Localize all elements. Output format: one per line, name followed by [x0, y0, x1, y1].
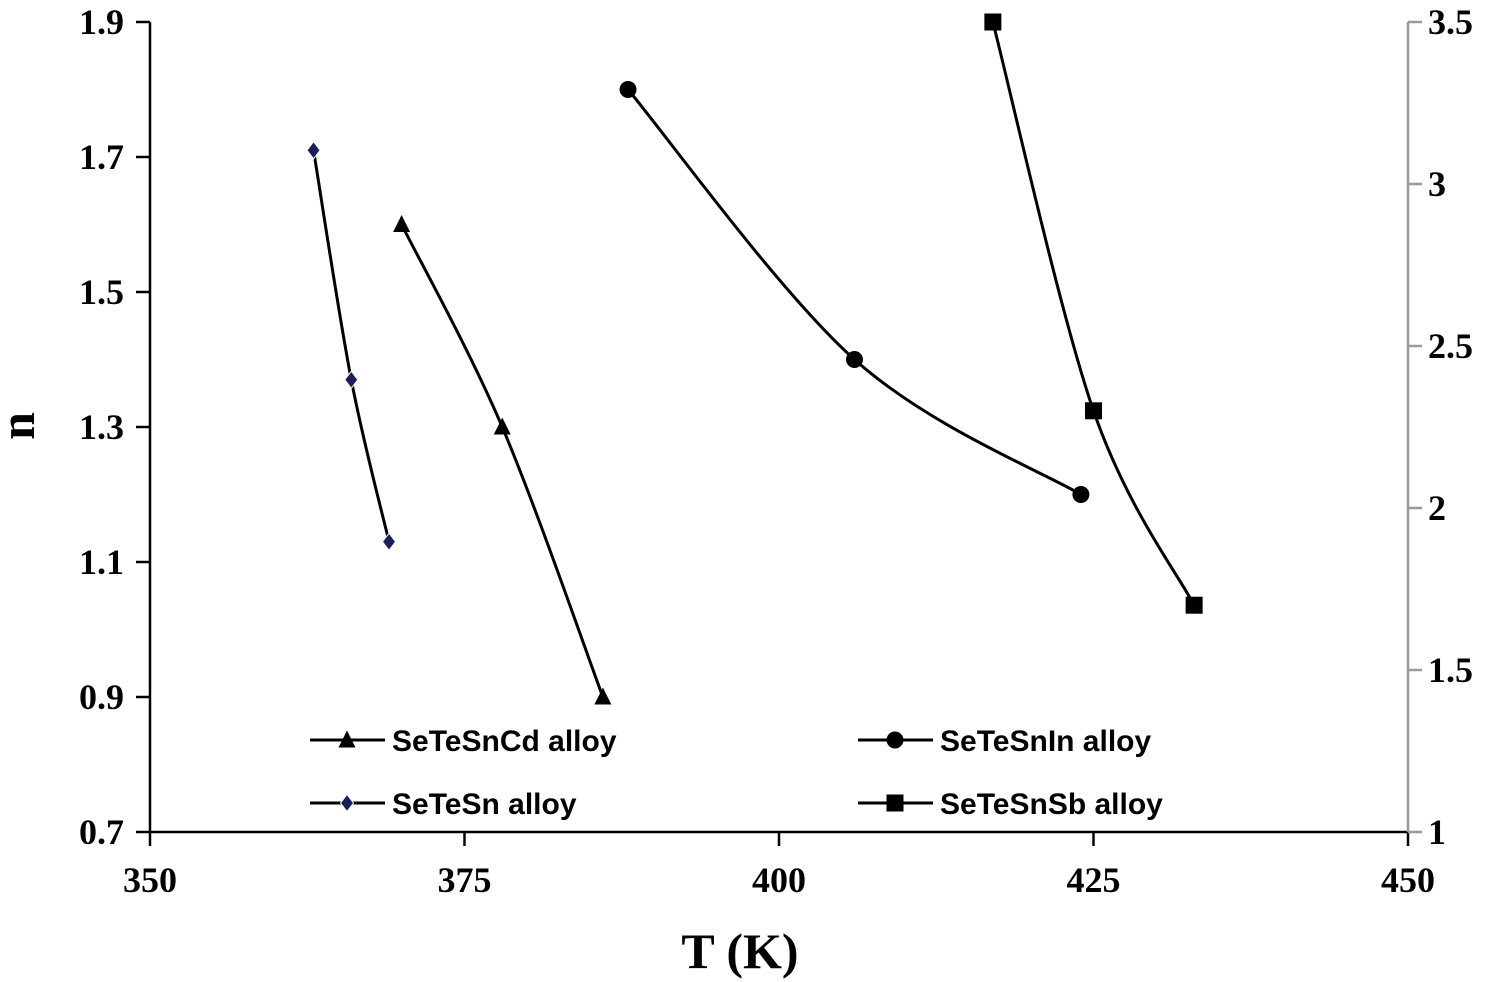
data-point-setesnin-alloy [845, 351, 863, 368]
y2-tick-label: 3.5 [1428, 2, 1473, 42]
y-tick-label: 1.5 [79, 272, 124, 312]
y-tick-label: 1.3 [79, 407, 124, 447]
x-tick-label: 375 [438, 860, 492, 900]
legend-label-setesn-alloy: SeTeSn alloy [392, 788, 577, 821]
x-tick-label: 350 [123, 860, 177, 900]
legend-marker-setesnin-alloy [886, 731, 904, 749]
legend-label-setesnsb-alloy: SeTeSnSb alloy [940, 788, 1163, 821]
x-axis-title: T (K) [681, 923, 798, 979]
legend-label-setesnin-alloy: SeTeSnIn alloy [940, 725, 1151, 758]
y-tick-label: 1.7 [79, 137, 124, 177]
y2-tick-label: 3 [1428, 164, 1446, 204]
y-tick-label: 0.7 [79, 812, 124, 852]
series-line-setesn-alloy [312, 150, 391, 543]
series-setesnsb-alloy [984, 13, 1203, 614]
y-tick-label: 0.9 [79, 677, 124, 717]
data-point-setesncd-alloy [594, 687, 612, 705]
data-point-setesncd-alloy [493, 417, 511, 435]
data-point-setesncd-alloy [393, 215, 411, 232]
series-line-setesnsb-alloy [991, 21, 1196, 606]
legend: SeTeSnCd alloy SeTeSnIn alloy SeTeSn alloy… [310, 725, 1163, 821]
data-point-setesn-alloy [344, 370, 359, 390]
x-tick-label: 425 [1067, 860, 1121, 900]
series-line-setesncd-alloy [400, 223, 605, 698]
y2-tick-label: 2 [1428, 488, 1446, 528]
series-line-setesnin-alloy [626, 88, 1082, 496]
legend-item-setesnsb-alloy: SeTeSnSb alloy [858, 788, 1163, 821]
legend-item-setesn-alloy: SeTeSn alloy [310, 788, 577, 821]
series-setesnin-alloy [619, 81, 1090, 503]
data-point-setesnsb-alloy [1185, 596, 1203, 614]
legend-item-setesncd-alloy: SeTeSnCd alloy [310, 725, 617, 758]
data-point-setesn-alloy [306, 140, 321, 160]
y2-tick-label: 1.5 [1428, 650, 1473, 690]
x-tick-label: 400 [752, 860, 806, 900]
data-point-setesn-alloy [381, 532, 397, 552]
y-tick-label: 1.1 [79, 542, 124, 582]
legend-marker-setesnsb-alloy [886, 794, 904, 812]
legend-label-setesncd-alloy: SeTeSnCd alloy [392, 725, 617, 758]
data-point-setesnsb-alloy [1085, 402, 1102, 420]
legend-marker-setesncd-alloy [338, 730, 356, 748]
y2-tick-label: 1 [1428, 812, 1446, 852]
y-tick-label: 1.9 [79, 2, 124, 42]
series-setesn-alloy [306, 140, 397, 552]
legend-item-setesnin-alloy: SeTeSnIn alloy [858, 725, 1151, 758]
y2-tick-label: 2.5 [1428, 326, 1473, 366]
data-point-setesnin-alloy [619, 81, 637, 98]
x-tick-label: 450 [1381, 860, 1435, 900]
data-point-setesnsb-alloy [984, 13, 1002, 31]
legend-marker-setesn-alloy [339, 793, 355, 813]
y-axis-title: n [0, 412, 45, 440]
data-point-setesnin-alloy [1072, 486, 1090, 503]
series-layer [306, 13, 1203, 705]
series-setesncd-alloy [393, 215, 612, 705]
axes: 350 375 400 425 450 0.7 0.9 1.1 1.3 1.5 1.7 1.9 1 1.5… [79, 2, 1473, 900]
